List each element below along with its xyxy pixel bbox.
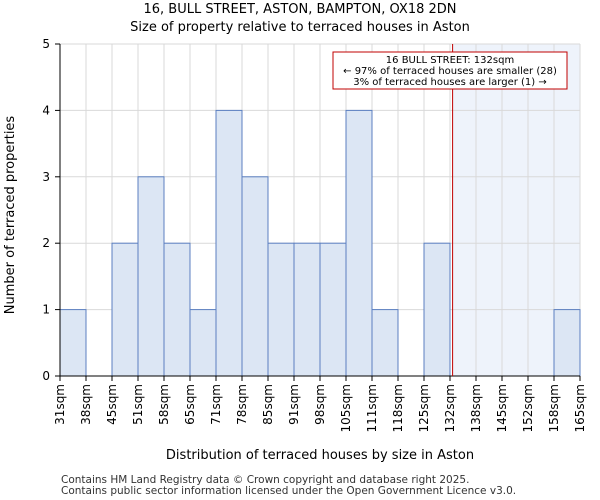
histogram-bar	[319, 242, 347, 377]
y-axis-label: Number of terraced properties	[3, 116, 18, 315]
x-tick-label: 105sqm	[339, 384, 353, 432]
x-tick-label: 152sqm	[521, 384, 535, 432]
histogram-bar	[371, 309, 399, 377]
x-tick-label: 145sqm	[495, 384, 509, 432]
x-tick-label: 158sqm	[547, 384, 561, 432]
histogram-bar	[215, 109, 243, 377]
histogram-bar	[345, 109, 373, 377]
histogram-bar	[137, 176, 165, 377]
x-tick-label: 125sqm	[417, 384, 431, 432]
histogram-bar	[293, 242, 321, 377]
x-axis-label: Distribution of terraced houses by size …	[166, 448, 474, 463]
y-tick-label: 2	[42, 236, 50, 250]
annotation-box	[332, 51, 568, 90]
histogram-bar	[241, 176, 269, 377]
y-tick-label: 4	[42, 103, 50, 117]
y-tick-label: 5	[42, 37, 50, 51]
histogram-bar	[423, 242, 451, 377]
x-tick-label: 91sqm	[287, 384, 301, 425]
x-tick-label: 98sqm	[313, 384, 327, 425]
x-tick-label: 45sqm	[105, 384, 119, 425]
chart-subtitle: Size of property relative to terraced ho…	[130, 20, 470, 35]
x-tick-label: 51sqm	[131, 384, 145, 425]
histogram-bar	[59, 309, 87, 377]
x-tick-label: 132sqm	[443, 384, 457, 432]
y-tick-label: 0	[42, 369, 50, 383]
annotation-line-3: 3% of terraced houses are larger (1) →	[353, 77, 547, 88]
x-tick-label: 31sqm	[53, 384, 67, 425]
x-tick-label: 85sqm	[261, 384, 275, 425]
y-tick-label: 3	[42, 170, 50, 184]
y-tick-label: 1	[42, 303, 50, 317]
x-tick-label: 111sqm	[365, 384, 379, 432]
x-tick-label: 78sqm	[235, 384, 249, 425]
x-tick-label: 58sqm	[157, 384, 171, 425]
annotation-line-1: 16 BULL STREET: 132sqm	[386, 55, 514, 66]
x-tick-label: 38sqm	[79, 384, 93, 425]
histogram-bar	[163, 242, 191, 377]
chart-title: 16, BULL STREET, ASTON, BAMPTON, OX18 2D…	[143, 2, 457, 17]
x-tick-label: 118sqm	[391, 384, 405, 432]
footer-licence: Contains public sector information licen…	[61, 485, 517, 497]
x-tick-label: 71sqm	[209, 384, 223, 425]
x-tick-label: 138sqm	[469, 384, 483, 432]
x-tick-label: 65sqm	[183, 384, 197, 425]
footer-copyright: Contains HM Land Registry data © Crown c…	[61, 474, 470, 486]
histogram-bar	[267, 242, 295, 377]
histogram-bar	[189, 309, 217, 377]
x-tick-label: 165sqm	[573, 384, 587, 432]
histogram-bar	[553, 309, 581, 377]
histogram-bar	[111, 242, 139, 377]
annotation-line-2: ← 97% of terraced houses are smaller (28…	[343, 66, 557, 77]
